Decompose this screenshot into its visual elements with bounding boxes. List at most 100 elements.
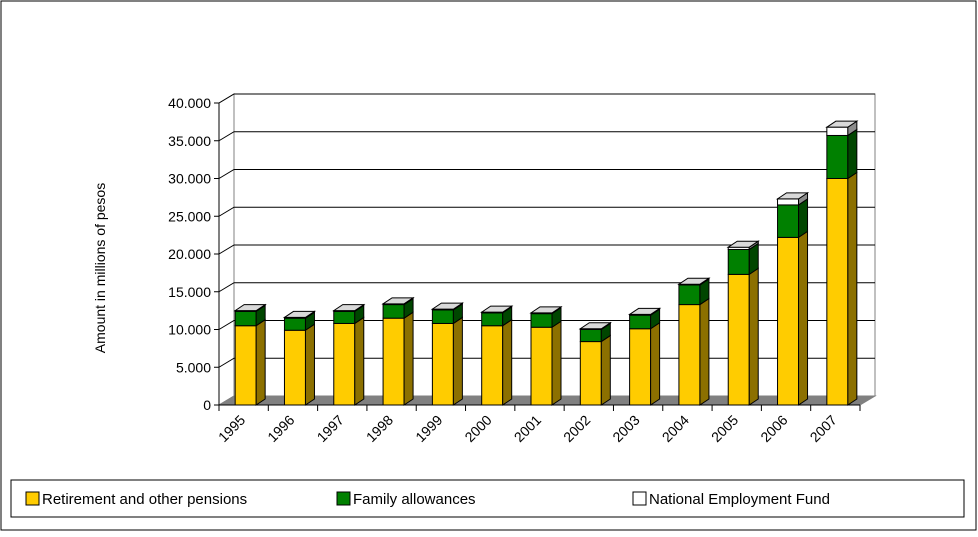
y-tick-label: 40.000 xyxy=(168,95,211,111)
bar-front xyxy=(629,314,652,330)
gridline xyxy=(218,320,875,330)
bar-side xyxy=(551,320,562,406)
bar-segment-2006-s2 xyxy=(775,191,810,206)
axes xyxy=(214,102,861,411)
legend-label: National Employment Fund xyxy=(649,491,830,508)
bar-side xyxy=(403,311,414,406)
bar-side xyxy=(304,323,315,406)
bar-front xyxy=(579,329,602,343)
bar-segment-2002-s2 xyxy=(578,321,612,331)
gridline xyxy=(218,169,875,179)
bar-segment-1996-s1 xyxy=(283,311,315,332)
bar-front xyxy=(678,284,701,306)
y-tick-label: 20.000 xyxy=(168,246,211,262)
bars xyxy=(233,120,859,406)
bar-side xyxy=(847,171,858,406)
gridline xyxy=(218,131,875,142)
legend-label: Family allowances xyxy=(353,491,476,508)
bar-segment-2007-s0 xyxy=(826,171,858,406)
gridline xyxy=(218,93,875,104)
bar-side xyxy=(502,318,513,406)
bar-front xyxy=(579,341,602,406)
bar-front xyxy=(333,310,356,324)
legend-swatch xyxy=(25,491,40,506)
x-tick-labels: 1995 1996 1997 1998 1999 2000 2001 2002 2003 2004… xyxy=(215,412,840,445)
bar-front xyxy=(777,198,800,206)
bar-top xyxy=(627,307,662,315)
bar-segment-2005-s2 xyxy=(726,240,760,251)
bar-side xyxy=(847,128,858,180)
bar-front xyxy=(777,236,800,406)
bar-segment-1999-s0 xyxy=(431,316,463,406)
bar-side xyxy=(699,297,710,406)
bar-side xyxy=(600,334,611,406)
bar-side xyxy=(650,321,661,406)
bar-segment-2006-s0 xyxy=(777,230,809,406)
bar-front xyxy=(678,304,701,406)
bar-front xyxy=(382,317,405,406)
bar-top xyxy=(529,306,563,314)
bar-segment-2004-s2 xyxy=(677,277,711,286)
bar-top xyxy=(233,304,267,312)
bar-top xyxy=(332,304,366,312)
bar-front xyxy=(826,126,849,136)
bar-front xyxy=(629,328,652,406)
y-tick-label: 5.000 xyxy=(176,359,211,375)
bar-segment-2000-s0 xyxy=(481,318,513,406)
bar-segment-2001-s0 xyxy=(530,320,562,406)
bar-segment-1998-s2 xyxy=(381,296,415,306)
y-tick-label: 0 xyxy=(203,397,211,413)
bar-top xyxy=(775,192,810,200)
bar-side xyxy=(452,316,463,406)
bar-top xyxy=(381,297,415,305)
bar-side xyxy=(798,230,809,406)
bar-front xyxy=(826,178,849,406)
bar-segment-2002-s0 xyxy=(579,334,611,406)
bar-segment-1997-s2 xyxy=(332,303,366,313)
legend-swatch xyxy=(632,491,647,506)
bar-front xyxy=(283,329,306,406)
bar-front xyxy=(826,134,849,179)
bar-front xyxy=(727,273,750,406)
bar-side xyxy=(354,316,365,406)
y-tick-label: 15.000 xyxy=(168,284,211,300)
bar-segment-2007-s2 xyxy=(825,120,859,137)
bar-front xyxy=(234,310,257,327)
bar-segment-2007-s1 xyxy=(826,128,858,180)
legend: Retirement and other pensions Family allo… xyxy=(10,479,965,518)
bar-segment-2004-s0 xyxy=(678,297,710,406)
bar-segment-1998-s0 xyxy=(382,311,414,406)
y-axis-label: Amount in millions of pesos xyxy=(92,183,108,353)
bar-front xyxy=(234,325,257,406)
bar-front xyxy=(727,248,750,275)
bar-side xyxy=(255,318,266,406)
bar-side xyxy=(748,267,759,406)
bar-top xyxy=(578,322,612,330)
y-tick-labels: 0 5.000 10.000 15.000 20.000 25.000 30.000 35.0… xyxy=(168,95,211,413)
y-tick-label: 30.000 xyxy=(168,171,211,187)
bar-segment-2001-s2 xyxy=(529,305,563,315)
bar-side xyxy=(798,197,809,239)
bar-segment-1995-s2 xyxy=(233,303,267,313)
gridline xyxy=(218,206,875,217)
bar-segment-2005-s0 xyxy=(727,267,759,406)
bar-front xyxy=(481,325,504,406)
bar-segment-2003-s0 xyxy=(629,321,661,406)
bar-top xyxy=(430,302,465,310)
bar-segment-1996-s2 xyxy=(282,310,317,320)
bar-segment-1997-s0 xyxy=(333,316,365,406)
bar-front xyxy=(777,204,800,238)
bar-front xyxy=(431,309,454,324)
bar-front xyxy=(283,317,306,331)
bar-top xyxy=(825,120,859,128)
bar-segment-1995-s0 xyxy=(234,318,266,406)
legend-box xyxy=(10,479,965,518)
y-tick-label: 10.000 xyxy=(168,322,211,338)
bar-front xyxy=(530,326,553,406)
y-tick-label: 35.000 xyxy=(168,133,211,149)
bar-top xyxy=(677,277,711,285)
legend-swatch xyxy=(336,491,351,506)
bar-segment-2003-s2 xyxy=(627,307,662,317)
